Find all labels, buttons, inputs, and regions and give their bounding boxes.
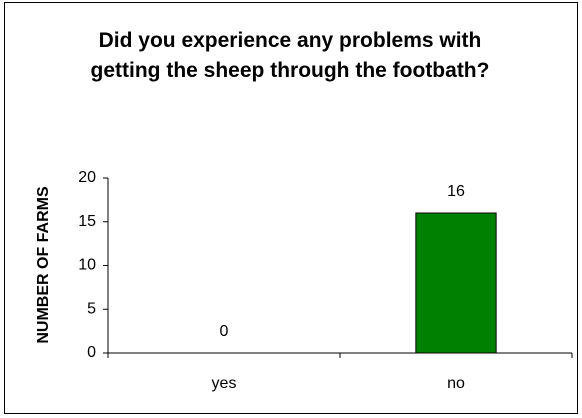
- bar: [415, 212, 497, 354]
- data-label: 16: [447, 183, 465, 200]
- data-label: 0: [220, 323, 229, 340]
- y-tick-label: 15: [78, 213, 96, 230]
- y-tick-label: 0: [87, 344, 96, 361]
- chart-title: Did you experience any problems with get…: [90, 29, 490, 82]
- y-axis-label: NUMBER OF FARMS: [35, 186, 52, 344]
- y-tick-label: 20: [78, 169, 96, 186]
- x-tick-label: no: [447, 375, 465, 392]
- y-tick-label: 10: [78, 257, 96, 274]
- x-tick-label: yes: [212, 375, 237, 392]
- y-tick-label: 5: [87, 300, 96, 317]
